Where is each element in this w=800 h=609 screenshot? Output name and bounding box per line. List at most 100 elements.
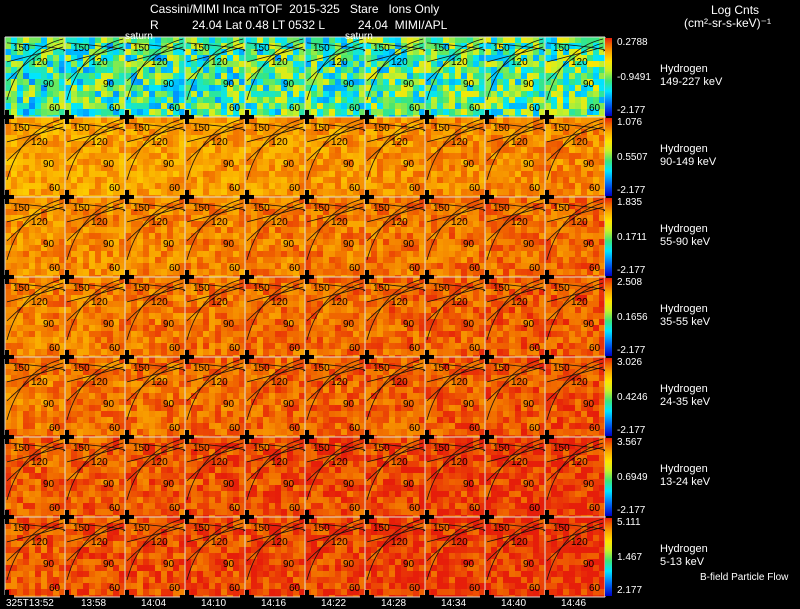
contour-line <box>246 526 304 543</box>
contour-line <box>126 358 184 421</box>
cross-marker-v <box>5 430 9 444</box>
cross-marker-v <box>545 510 549 524</box>
contour-label-150: 150 <box>553 203 570 214</box>
contour-line <box>66 446 124 463</box>
contour-line <box>546 282 606 292</box>
contour-label-90: 90 <box>103 79 115 90</box>
contour-label-120: 120 <box>271 537 288 548</box>
contour-line <box>546 278 604 341</box>
contour-label-90: 90 <box>163 559 175 570</box>
contour-label-60: 60 <box>349 583 361 594</box>
cross-marker-v <box>65 270 69 284</box>
contour-line <box>6 522 64 562</box>
contour-line <box>6 362 66 372</box>
footer-note: B-field Particle Flow <box>700 572 789 583</box>
contour-label-90: 90 <box>403 239 415 250</box>
contour-label-90: 90 <box>523 559 535 570</box>
contour-label-60: 60 <box>169 183 181 194</box>
contour-line <box>486 126 544 143</box>
contour-label-120: 120 <box>211 377 228 388</box>
contour-label-60: 60 <box>469 503 481 514</box>
contour-label-150: 150 <box>193 203 210 214</box>
contour-label-150: 150 <box>13 203 30 214</box>
species-label: Hydrogen <box>660 143 708 155</box>
contour-line <box>306 282 366 292</box>
cross-marker-v <box>305 350 309 364</box>
contour-line <box>186 442 244 482</box>
contour-label-120: 120 <box>511 457 528 468</box>
contour-line <box>6 122 64 162</box>
contour-line <box>126 206 184 223</box>
contour-line <box>366 122 426 132</box>
contour-line <box>366 358 424 421</box>
contour-label-150: 150 <box>553 443 570 454</box>
contour-label-60: 60 <box>289 263 301 274</box>
contour-line <box>6 522 66 532</box>
contour-label-150: 150 <box>493 283 510 294</box>
cross-marker-v <box>65 110 69 124</box>
contour-line <box>426 286 484 303</box>
contour-label-120: 120 <box>91 377 108 388</box>
contour-label-90: 90 <box>583 79 595 90</box>
contour-label-90: 90 <box>103 479 115 490</box>
contour-line <box>126 366 184 383</box>
contour-line <box>306 202 364 242</box>
contour-line <box>426 442 484 482</box>
contour-line <box>66 522 126 532</box>
contour-line <box>366 46 424 63</box>
contour-label-90: 90 <box>583 239 595 250</box>
contour-line <box>486 278 544 341</box>
contour-label-60: 60 <box>469 423 481 434</box>
contour-line <box>546 518 604 581</box>
contour-line <box>126 282 184 322</box>
contour-label-60: 60 <box>529 423 541 434</box>
contour-line <box>186 522 246 532</box>
contour-label-150: 150 <box>433 123 450 134</box>
contour-line <box>486 282 546 292</box>
contour-label-120: 120 <box>331 57 348 68</box>
contour-line <box>486 198 544 261</box>
contour-line <box>126 38 184 101</box>
contour-line <box>246 202 304 242</box>
cross-marker-v <box>185 190 189 204</box>
contour-label-90: 90 <box>523 399 535 410</box>
contour-label-60: 60 <box>289 423 301 434</box>
contour-label-90: 90 <box>43 319 55 330</box>
contour-label-150: 150 <box>433 43 450 54</box>
contour-line <box>366 282 424 322</box>
contour-line <box>306 526 364 543</box>
contour-line <box>546 522 604 562</box>
contour-label-60: 60 <box>409 263 421 274</box>
cross-marker-v <box>125 190 129 204</box>
contour-line <box>366 202 426 212</box>
contour-line <box>306 282 364 322</box>
contour-label-120: 120 <box>511 297 528 308</box>
contour-label-150: 150 <box>253 43 270 54</box>
saturn-label: saturn <box>345 31 373 42</box>
contour-label-60: 60 <box>109 103 121 114</box>
contour-label-120: 120 <box>331 297 348 308</box>
contour-label-150: 150 <box>73 443 90 454</box>
contour-line <box>546 46 604 63</box>
colorbar-mid-value: -0.9491 <box>617 72 651 83</box>
contour-label-60: 60 <box>289 103 301 114</box>
contour-label-120: 120 <box>151 137 168 148</box>
contour-line <box>126 202 186 212</box>
contour-line <box>366 522 426 532</box>
contour-label-90: 90 <box>403 79 415 90</box>
cross-marker-v <box>365 510 369 524</box>
energy-range-label: 90-149 keV <box>660 156 717 168</box>
contour-line <box>6 122 66 132</box>
contour-label-60: 60 <box>49 503 61 514</box>
contour-line <box>66 126 124 143</box>
contour-label-60: 60 <box>289 183 301 194</box>
contour-label-120: 120 <box>571 57 588 68</box>
contour-line <box>366 42 424 82</box>
contour-label-150: 150 <box>193 523 210 534</box>
contour-line <box>486 442 546 452</box>
contour-label-120: 120 <box>331 537 348 548</box>
energy-range-label: 55-90 keV <box>660 236 711 248</box>
contour-line <box>366 206 424 223</box>
contour-line <box>186 518 244 581</box>
contour-label-150: 150 <box>13 123 30 134</box>
